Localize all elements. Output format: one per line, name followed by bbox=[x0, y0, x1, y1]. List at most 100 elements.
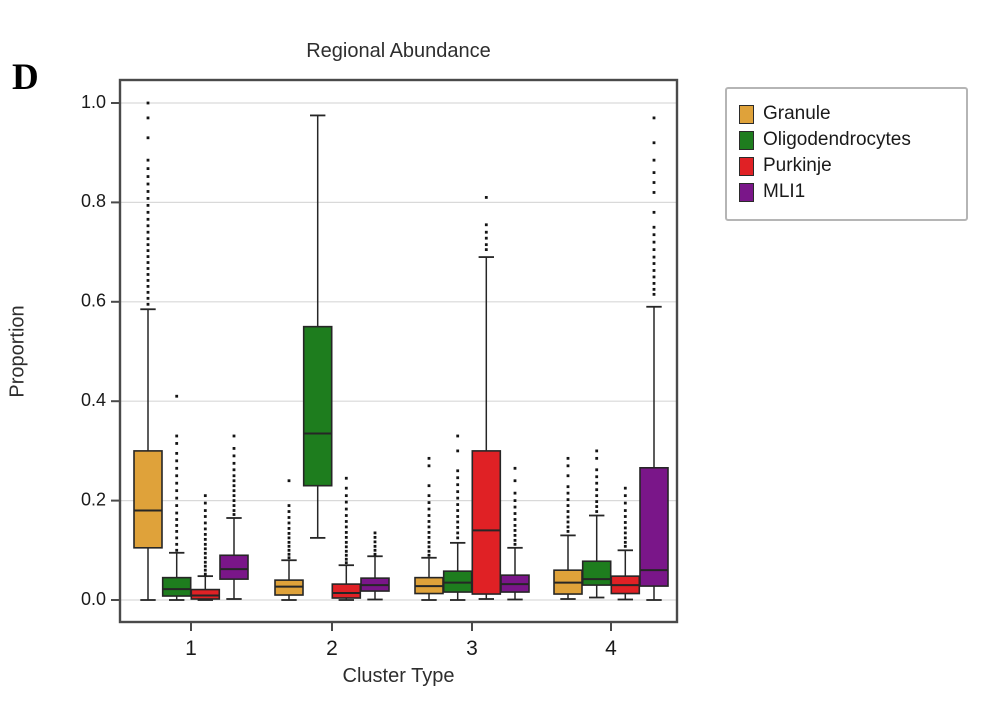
outlier-point bbox=[427, 501, 431, 504]
outlier-point bbox=[652, 248, 656, 252]
outlier-point bbox=[513, 479, 517, 483]
outlier-point bbox=[146, 267, 150, 270]
legend-label: Granule bbox=[763, 103, 831, 124]
legend-item-oligodendrocytes: Oligodendrocytes bbox=[739, 129, 954, 151]
outlier-point bbox=[203, 551, 207, 555]
outlier-point bbox=[146, 224, 150, 228]
outlier-point bbox=[652, 141, 656, 145]
outlier-point bbox=[146, 210, 150, 214]
outlier-point bbox=[513, 512, 517, 515]
outlier-point bbox=[566, 485, 570, 489]
outlier-point bbox=[146, 175, 150, 178]
outlier-point bbox=[513, 518, 517, 521]
legend-label: Purkinje bbox=[763, 155, 832, 176]
outlier-point bbox=[427, 540, 431, 544]
legend-item-granule: Granule bbox=[739, 103, 954, 125]
outlier-point bbox=[652, 171, 656, 174]
outlier-point bbox=[287, 532, 291, 535]
outlier-point bbox=[652, 240, 656, 244]
outlier-point bbox=[146, 203, 150, 207]
box-granule-cluster-2 bbox=[274, 479, 304, 601]
outlier-point bbox=[427, 494, 431, 498]
outlier-point bbox=[595, 456, 599, 460]
outlier-point bbox=[175, 530, 179, 533]
outlier-point bbox=[652, 269, 656, 272]
outlier-point bbox=[513, 524, 517, 527]
x-tick-label: 1 bbox=[185, 637, 197, 660]
outlier-point bbox=[456, 515, 460, 518]
outlier-point bbox=[146, 197, 150, 200]
legend-swatch-icon bbox=[739, 182, 754, 202]
outlier-point bbox=[287, 479, 291, 483]
outlier-point bbox=[566, 498, 570, 502]
outlier-point bbox=[513, 529, 517, 532]
outlier-point bbox=[427, 507, 431, 511]
outlier-point bbox=[175, 434, 179, 438]
outlier-point bbox=[146, 237, 150, 241]
box-mli1-cluster-2 bbox=[360, 531, 390, 601]
outlier-point bbox=[652, 233, 656, 237]
outlier-point bbox=[203, 527, 207, 531]
iqr-box bbox=[219, 554, 249, 580]
outlier-point bbox=[175, 542, 179, 546]
x-tick-label: 2 bbox=[326, 637, 338, 660]
outlier-point bbox=[652, 158, 656, 162]
outlier-point bbox=[203, 572, 207, 576]
outlier-point bbox=[595, 494, 599, 498]
outlier-point bbox=[146, 255, 150, 258]
outlier-point bbox=[203, 564, 207, 568]
outlier-point bbox=[623, 531, 627, 535]
outlier-point bbox=[232, 513, 236, 516]
outlier-point bbox=[146, 279, 150, 282]
outlier-point bbox=[203, 521, 207, 525]
outlier-point bbox=[146, 290, 150, 294]
legend-swatch-icon bbox=[739, 130, 754, 150]
outlier-point bbox=[373, 548, 377, 552]
outlier-point bbox=[146, 296, 150, 300]
outlier-point bbox=[623, 486, 627, 490]
outlier-point bbox=[652, 210, 656, 214]
outlier-point bbox=[175, 518, 179, 521]
outlier-point bbox=[652, 225, 656, 229]
outlier-point bbox=[287, 552, 291, 556]
outlier-point bbox=[652, 292, 656, 296]
outlier-point bbox=[652, 282, 656, 285]
outlier-point bbox=[566, 510, 570, 513]
outlier-point bbox=[146, 217, 150, 221]
iqr-box bbox=[331, 583, 362, 599]
panel-label: D bbox=[12, 57, 39, 98]
outlier-point bbox=[175, 524, 179, 527]
outlier-point bbox=[203, 494, 207, 498]
outlier-point bbox=[232, 461, 236, 465]
outlier-point bbox=[456, 503, 460, 506]
outlier-point bbox=[146, 167, 150, 171]
outlier-point bbox=[344, 557, 348, 561]
outlier-point bbox=[427, 549, 431, 553]
outlier-point bbox=[203, 568, 207, 572]
outlier-point bbox=[344, 535, 348, 539]
outlier-point bbox=[232, 484, 236, 488]
outlier-point bbox=[175, 466, 179, 470]
outlier-point bbox=[484, 243, 488, 247]
outlier-point bbox=[373, 540, 377, 544]
outlier-point bbox=[232, 504, 236, 507]
outlier-point bbox=[203, 537, 207, 541]
outlier-point bbox=[344, 494, 348, 498]
y-tick-label: 0.8 bbox=[81, 191, 106, 211]
outlier-point bbox=[175, 442, 179, 445]
outlier-point bbox=[146, 230, 150, 234]
legend-swatch-icon bbox=[739, 104, 754, 124]
box-mli1-cluster-1 bbox=[219, 434, 249, 600]
outlier-point bbox=[623, 540, 627, 544]
outlier-point bbox=[146, 116, 150, 120]
outlier-point bbox=[146, 136, 150, 140]
outlier-point bbox=[146, 243, 150, 247]
outlier-point bbox=[427, 464, 431, 468]
outlier-point bbox=[203, 560, 207, 564]
outlier-point bbox=[344, 553, 348, 557]
outlier-point bbox=[427, 545, 431, 549]
outlier-point bbox=[456, 536, 460, 540]
outlier-point bbox=[427, 535, 431, 539]
